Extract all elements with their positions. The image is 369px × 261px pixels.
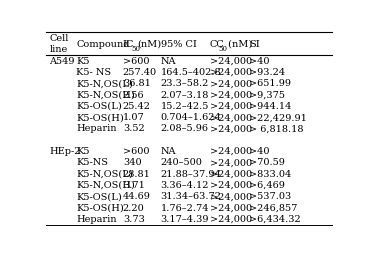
Text: > 6,818.18: > 6,818.18 [249,124,304,133]
Text: >600: >600 [123,147,149,156]
Text: 2.20: 2.20 [123,204,145,212]
Text: 0.704–1.624: 0.704–1.624 [161,113,221,122]
Text: K5-OS(L): K5-OS(L) [76,192,122,201]
Text: HEp-2: HEp-2 [49,147,81,156]
Text: CC: CC [210,40,224,49]
Text: >40: >40 [249,147,270,156]
Text: 21.88–37.94: 21.88–37.94 [161,170,221,179]
Text: 23.3–58.2: 23.3–58.2 [161,79,209,88]
Text: >833.04: >833.04 [249,170,292,179]
Text: 2.07–3.18: 2.07–3.18 [161,91,209,100]
Text: 36.81: 36.81 [123,79,151,88]
Text: >24,000: >24,000 [210,204,252,212]
Text: >24,000: >24,000 [210,158,252,167]
Text: 50: 50 [218,45,227,53]
Text: >9,375: >9,375 [249,91,285,100]
Text: >537.03: >537.03 [249,192,292,201]
Text: 1.07: 1.07 [123,113,145,122]
Text: >24,000: >24,000 [210,192,252,201]
Text: K5-N,OS(L): K5-N,OS(L) [76,170,133,179]
Text: A549: A549 [49,57,75,66]
Text: 28.81: 28.81 [123,170,151,179]
Text: Cell: Cell [49,34,69,43]
Text: line: line [49,45,68,55]
Text: >944.14: >944.14 [249,102,292,111]
Text: K5-NS: K5-NS [76,158,108,167]
Text: >24,000: >24,000 [210,79,252,88]
Text: K5: K5 [76,147,90,156]
Text: >24,000: >24,000 [210,102,252,111]
Text: K5: K5 [76,57,90,66]
Text: 1.76–2.74: 1.76–2.74 [161,204,209,212]
Text: >24,000: >24,000 [210,113,252,122]
Text: NA: NA [161,147,176,156]
Text: 3.73: 3.73 [123,215,145,224]
Text: (nM): (nM) [138,40,162,49]
Text: (nM): (nM) [225,40,252,49]
Text: >24,000: >24,000 [210,181,252,190]
Text: 240–500: 240–500 [161,158,202,167]
Text: K5-OS(H): K5-OS(H) [76,113,124,122]
Text: >651.99: >651.99 [249,79,291,88]
Text: 44.69: 44.69 [123,192,151,201]
Text: 2.56: 2.56 [123,91,144,100]
Text: >70.59: >70.59 [249,158,285,167]
Text: K5-N,OS(H): K5-N,OS(H) [76,91,135,100]
Text: 50: 50 [131,45,140,53]
Text: K5-N,OS(H): K5-N,OS(H) [76,181,135,190]
Text: 3.36–4.12: 3.36–4.12 [161,181,209,190]
Text: >6,434.32: >6,434.32 [249,215,301,224]
Text: >22,429.91: >22,429.91 [249,113,307,122]
Text: K5-OS(H): K5-OS(H) [76,204,124,212]
Text: >24,000: >24,000 [210,124,252,133]
Text: 2.08–5.96: 2.08–5.96 [161,124,208,133]
Text: SI: SI [249,40,260,49]
Text: >600: >600 [123,57,149,66]
Text: 340: 340 [123,158,141,167]
Text: 257.40: 257.40 [123,68,157,77]
Text: IC: IC [123,40,134,49]
Text: >24,000: >24,000 [210,57,252,66]
Text: 164.5–402.8: 164.5–402.8 [161,68,221,77]
Text: >24,000: >24,000 [210,68,252,77]
Text: >40: >40 [249,57,270,66]
Text: >246,857: >246,857 [249,204,297,212]
Text: Heparin: Heparin [76,215,117,224]
Text: >24,000: >24,000 [210,147,252,156]
Text: 3.71: 3.71 [123,181,145,190]
Text: >24,000: >24,000 [210,170,252,179]
Text: 95% CI: 95% CI [161,40,196,49]
Text: Heparin: Heparin [76,124,117,133]
Text: >24,000: >24,000 [210,215,252,224]
Text: >6,469: >6,469 [249,181,285,190]
Text: 15.2–42.5: 15.2–42.5 [161,102,209,111]
Text: 25.42: 25.42 [123,102,151,111]
Text: 31.34–63.72: 31.34–63.72 [161,192,221,201]
Text: K5-OS(L): K5-OS(L) [76,102,122,111]
Text: K5-N,OS(L): K5-N,OS(L) [76,79,133,88]
Text: >93.24: >93.24 [249,68,285,77]
Text: 3.52: 3.52 [123,124,145,133]
Text: K5- NS: K5- NS [76,68,111,77]
Text: >24,000: >24,000 [210,91,252,100]
Text: NA: NA [161,57,176,66]
Text: 3.17–4.39: 3.17–4.39 [161,215,209,224]
Text: Compound: Compound [76,40,130,49]
